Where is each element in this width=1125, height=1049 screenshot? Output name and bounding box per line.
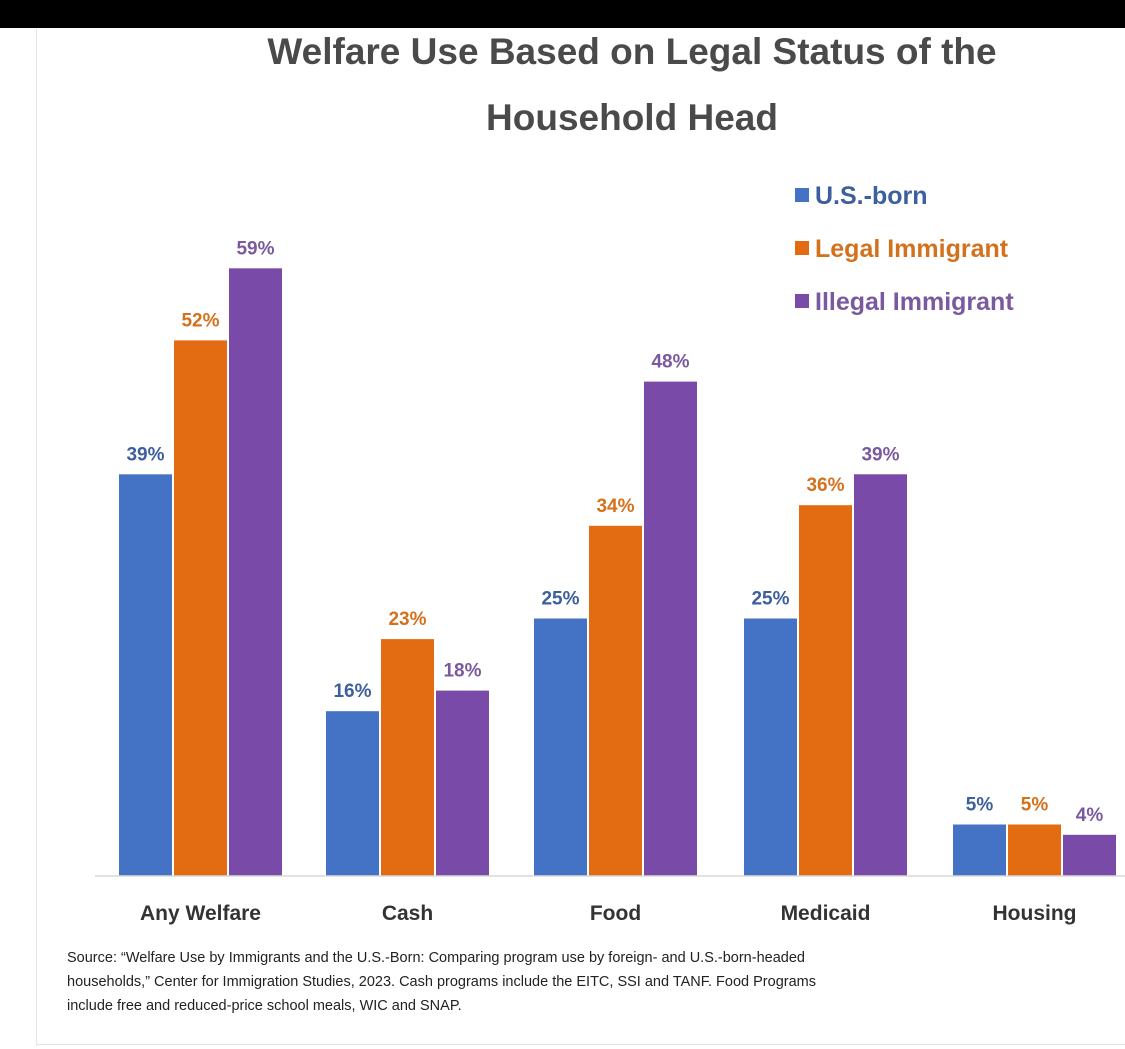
bar-housing-illegal-immigrant xyxy=(1063,834,1116,876)
bar-any-welfare-illegal-immigrant xyxy=(229,268,282,876)
chart-title-line-1: Welfare Use Based on Legal Status of the xyxy=(267,31,996,72)
data-label-housing-u-s-born: 5% xyxy=(966,795,994,816)
bar-cash-illegal-immigrant xyxy=(436,690,489,876)
chart-title-line-2: Household Head xyxy=(486,97,778,138)
source-line-3: include free and reduced-price school me… xyxy=(67,998,462,1014)
data-label-housing-illegal-immigrant: 4% xyxy=(1076,805,1104,826)
data-label-cash-legal-immigrant: 23% xyxy=(388,609,426,630)
legend-swatch-illegal-immigrant xyxy=(795,294,809,308)
data-label-housing-legal-immigrant: 5% xyxy=(1021,795,1049,816)
top-black-bar xyxy=(0,0,1125,28)
data-label-cash-illegal-immigrant: 18% xyxy=(443,661,481,682)
bars-group: 39% 52% 59% 16% 23% 18% 25% 34% 48% 25% 36% 39% 5% 5%… xyxy=(119,238,1116,876)
data-label-food-legal-immigrant: 34% xyxy=(596,496,634,517)
data-label-any-welfare-legal-immigrant: 52% xyxy=(181,310,219,331)
category-labels: Any Welfare Cash Food Medicaid Housing xyxy=(140,902,1077,925)
legend-swatch-u-s-born xyxy=(795,188,809,202)
bar-food-illegal-immigrant xyxy=(644,381,697,876)
legend-label-legal-immigrant: Legal Immigrant xyxy=(815,235,1009,263)
bar-housing-u-s-born xyxy=(953,824,1006,876)
bar-food-legal-immigrant xyxy=(589,525,642,876)
bar-cash-legal-immigrant xyxy=(381,639,434,876)
bar-cash-u-s-born xyxy=(326,711,379,876)
bar-medicaid-u-s-born xyxy=(744,618,797,876)
data-label-medicaid-legal-immigrant: 36% xyxy=(806,475,844,496)
data-label-any-welfare-illegal-immigrant: 59% xyxy=(236,238,274,259)
bar-any-welfare-u-s-born xyxy=(119,474,172,876)
bar-medicaid-legal-immigrant xyxy=(799,505,852,876)
frame-left-border xyxy=(36,28,37,1046)
category-label-any-welfare: Any Welfare xyxy=(140,902,261,925)
category-label-cash: Cash xyxy=(382,902,433,925)
source-note: Source: “Welfare Use by Immigrants and t… xyxy=(67,946,1125,1018)
bar-food-u-s-born xyxy=(534,618,587,876)
data-label-cash-u-s-born: 16% xyxy=(333,681,371,702)
chart-legend: U.S.-born Legal Immigrant Illegal Immigran… xyxy=(795,182,1014,316)
category-label-food: Food xyxy=(590,902,641,925)
data-label-medicaid-illegal-immigrant: 39% xyxy=(861,444,899,465)
legend-label-illegal-immigrant: Illegal Immigrant xyxy=(815,288,1014,316)
bar-housing-legal-immigrant xyxy=(1008,824,1061,876)
data-label-medicaid-u-s-born: 25% xyxy=(751,589,789,610)
bar-any-welfare-legal-immigrant xyxy=(174,340,227,876)
frame-bottom-border xyxy=(36,1044,1125,1045)
bar-medicaid-illegal-immigrant xyxy=(854,474,907,876)
source-line-2: households,” Center for Immigration Stud… xyxy=(67,974,816,990)
legend-label-u-s-born: U.S.-born xyxy=(815,182,928,210)
source-line-1: Source: “Welfare Use by Immigrants and t… xyxy=(67,950,805,966)
data-label-food-illegal-immigrant: 48% xyxy=(651,352,689,373)
data-label-any-welfare-u-s-born: 39% xyxy=(126,444,164,465)
category-label-housing: Housing xyxy=(993,902,1077,925)
category-label-medicaid: Medicaid xyxy=(781,902,871,925)
legend-swatch-legal-immigrant xyxy=(795,241,809,255)
data-label-food-u-s-born: 25% xyxy=(541,589,579,610)
